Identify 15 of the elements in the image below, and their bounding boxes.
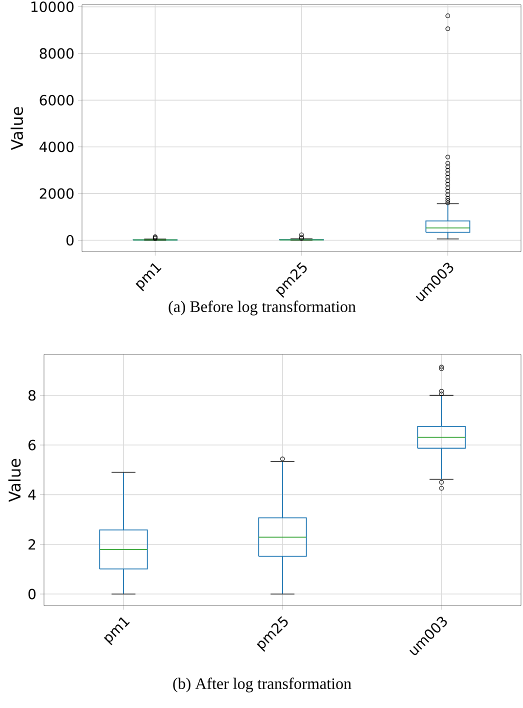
text: (b) After log transformation xyxy=(173,678,352,692)
y-tick-label: 4000 xyxy=(40,142,74,152)
y-tick-label: 8 xyxy=(28,390,36,401)
y-axis-title: Value xyxy=(8,458,21,502)
y-tick-label: 6000 xyxy=(40,94,74,106)
y-tick-label: 2000 xyxy=(40,188,74,199)
y-tick-label: 2 xyxy=(28,539,36,550)
y-tick-label: 6 xyxy=(28,440,36,450)
y-tick-label: 8000 xyxy=(40,48,74,59)
y-tick-label: 4 xyxy=(28,490,36,500)
text: (a) Before log transformation xyxy=(168,300,356,316)
y-tick-label: 10000 xyxy=(31,1,74,12)
y-axis-title: Value xyxy=(10,107,24,150)
y-tick-label: 0 xyxy=(28,588,36,600)
y-tick-label: 0 xyxy=(66,234,74,246)
